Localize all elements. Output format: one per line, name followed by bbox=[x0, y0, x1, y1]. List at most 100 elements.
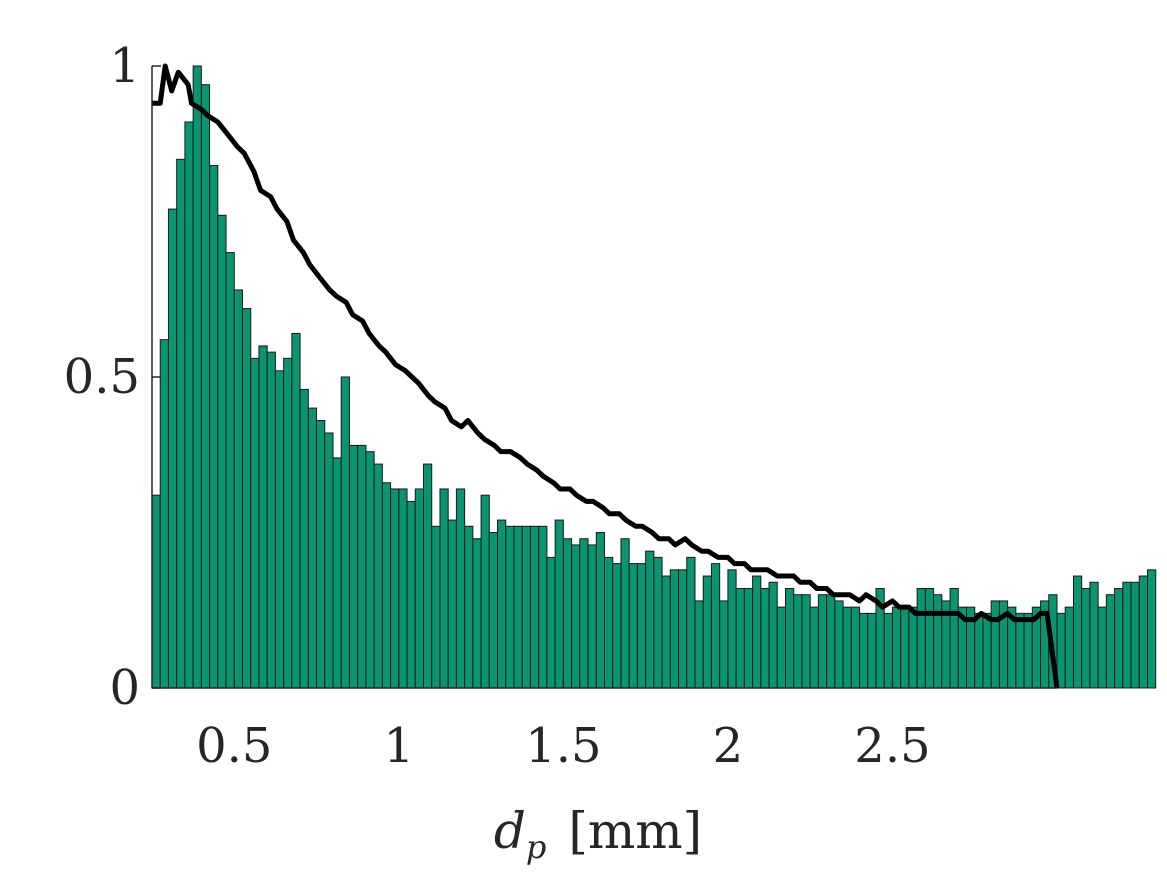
histogram-bar bbox=[472, 538, 482, 689]
histogram-bar bbox=[760, 587, 770, 689]
histogram-bar bbox=[209, 165, 219, 689]
histogram-bar bbox=[521, 525, 531, 689]
histogram-bar bbox=[1122, 581, 1132, 689]
histogram-bar bbox=[661, 575, 671, 689]
histogram-bar bbox=[949, 587, 959, 689]
histogram-bar bbox=[908, 606, 918, 689]
histogram-bar bbox=[1015, 612, 1025, 689]
histogram-bar bbox=[1064, 606, 1074, 689]
histogram-bar bbox=[365, 451, 375, 689]
histogram-bar bbox=[390, 488, 400, 689]
histogram-bar bbox=[1072, 575, 1083, 689]
histogram-bar bbox=[793, 594, 803, 689]
histogram-bar bbox=[455, 488, 466, 689]
histogram-bar bbox=[595, 532, 605, 689]
histogram-bar bbox=[554, 519, 564, 689]
histogram-bar bbox=[316, 420, 326, 689]
histogram-bar bbox=[167, 208, 178, 689]
histogram-bar bbox=[513, 525, 523, 689]
histogram-bar bbox=[406, 500, 416, 689]
histogram-bars bbox=[151, 65, 1157, 689]
histogram-bar bbox=[719, 600, 729, 689]
histogram-bar bbox=[752, 575, 762, 689]
histogram-bar bbox=[678, 569, 688, 689]
histogram-bar bbox=[924, 587, 935, 689]
x-tick-label: 2.5 bbox=[854, 718, 930, 774]
histogram-bar bbox=[735, 587, 745, 689]
histogram-bar bbox=[974, 612, 984, 689]
histogram-bar bbox=[776, 606, 786, 689]
histogram-bar bbox=[571, 544, 581, 689]
histogram-bar bbox=[250, 357, 260, 689]
histogram-bar bbox=[809, 606, 819, 689]
histogram-bar bbox=[636, 563, 647, 689]
histogram-bar bbox=[414, 488, 425, 689]
histogram-bar bbox=[266, 351, 276, 689]
histogram-bar bbox=[694, 600, 704, 689]
histogram-bar bbox=[192, 65, 202, 689]
histogram-bar bbox=[307, 407, 318, 689]
histogram-bar bbox=[299, 388, 309, 689]
histogram-bar bbox=[653, 556, 663, 689]
histogram-bar bbox=[505, 525, 515, 689]
histogram-bar bbox=[381, 482, 392, 689]
density-line bbox=[152, 63, 1060, 689]
histogram-bar bbox=[538, 525, 548, 689]
histogram-bar bbox=[727, 569, 737, 689]
histogram-bar bbox=[620, 538, 630, 689]
x-tick-label: 1.5 bbox=[525, 718, 601, 774]
histogram-bar bbox=[817, 594, 828, 689]
histogram-bar bbox=[439, 488, 449, 689]
histogram-bar bbox=[324, 432, 334, 689]
histogram-bar bbox=[497, 519, 507, 689]
histogram-bar bbox=[867, 612, 877, 689]
histogram-bar bbox=[242, 308, 252, 689]
histogram-bar bbox=[488, 532, 499, 689]
histogram-bar bbox=[348, 444, 359, 689]
histogram-bar bbox=[1130, 581, 1140, 689]
histogram-bar bbox=[628, 563, 638, 689]
histogram-bar bbox=[834, 600, 844, 689]
histogram-bar bbox=[562, 538, 573, 689]
histogram-bar bbox=[891, 606, 902, 689]
axes bbox=[151, 65, 1057, 689]
histogram-bar bbox=[1147, 569, 1157, 689]
histogram-bar bbox=[710, 563, 721, 689]
histogram-bar bbox=[464, 525, 474, 689]
histogram-bar bbox=[1089, 581, 1099, 689]
histogram-bar bbox=[842, 606, 852, 689]
histogram-bar bbox=[826, 594, 836, 689]
histogram-bar bbox=[990, 600, 1000, 689]
histogram-bar bbox=[587, 544, 597, 689]
histogram-bar bbox=[1105, 594, 1116, 689]
histogram-bar bbox=[1023, 612, 1033, 689]
histogram-bar bbox=[447, 519, 457, 689]
histogram-bar bbox=[859, 612, 869, 689]
histogram-bar bbox=[200, 84, 211, 689]
histogram-bar bbox=[373, 463, 383, 689]
histogram-bar bbox=[480, 494, 490, 689]
histogram-bar bbox=[332, 457, 342, 689]
histogram-bar bbox=[398, 488, 408, 689]
histogram-bar bbox=[604, 556, 614, 689]
histogram-bar bbox=[423, 463, 433, 689]
x-tick-labels: 0.5 1 1.5 2 2.5 bbox=[196, 718, 931, 774]
histogram-bar bbox=[357, 444, 367, 689]
histogram-bar bbox=[801, 594, 811, 689]
histogram-bar bbox=[900, 606, 910, 689]
histogram-bar bbox=[645, 550, 655, 689]
histogram-bar bbox=[579, 538, 589, 689]
histogram-bar bbox=[916, 587, 926, 689]
x-axis-label: dp [mm] bbox=[494, 802, 702, 866]
histogram-bar bbox=[291, 332, 301, 689]
histogram-bar bbox=[340, 376, 350, 689]
histogram-bar bbox=[176, 158, 186, 689]
histogram-bar bbox=[933, 594, 943, 689]
histogram-bar bbox=[546, 556, 556, 689]
histogram-bar bbox=[159, 339, 169, 689]
histogram-bar bbox=[184, 121, 194, 689]
histogram-bar bbox=[1097, 606, 1107, 689]
x-tick-label: 0.5 bbox=[196, 718, 272, 774]
histogram-bar bbox=[612, 563, 622, 689]
